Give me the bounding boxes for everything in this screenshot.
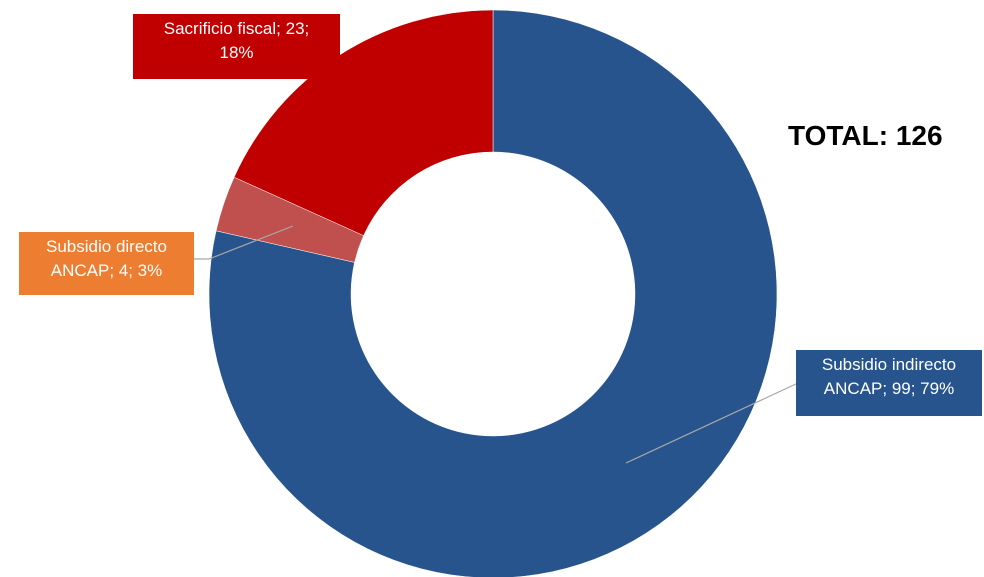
data-label-line: 18% bbox=[219, 43, 254, 62]
leader-line-subsidio-directo bbox=[194, 225, 294, 260]
slice-subsidio-indirecto-ancap bbox=[208, 9, 778, 577]
slice-sacrificio-fiscal bbox=[233, 9, 494, 236]
data-label-sacrificio-fiscal: Sacrificio fiscal; 23; 18% bbox=[133, 14, 340, 79]
leader-line-subsidio-indirecto bbox=[625, 382, 799, 464]
data-label-line: Sacrificio fiscal; 23; bbox=[163, 19, 310, 38]
slices-layer bbox=[208, 9, 778, 577]
data-label-subsidio-indirecto: Subsidio indirecto ANCAP; 99; 79% bbox=[796, 350, 982, 416]
data-label-line: Subsidio directo bbox=[46, 237, 167, 256]
leader-lines bbox=[194, 225, 799, 464]
data-label-subsidio-directo: Subsidio directo ANCAP; 4; 3% bbox=[19, 232, 194, 295]
data-label-line: Subsidio indirecto bbox=[821, 355, 957, 374]
total-label: TOTAL: 126 bbox=[788, 120, 943, 151]
data-label-line: ANCAP; 99; 79% bbox=[823, 379, 955, 398]
data-label-line: ANCAP; 4; 3% bbox=[50, 261, 163, 280]
